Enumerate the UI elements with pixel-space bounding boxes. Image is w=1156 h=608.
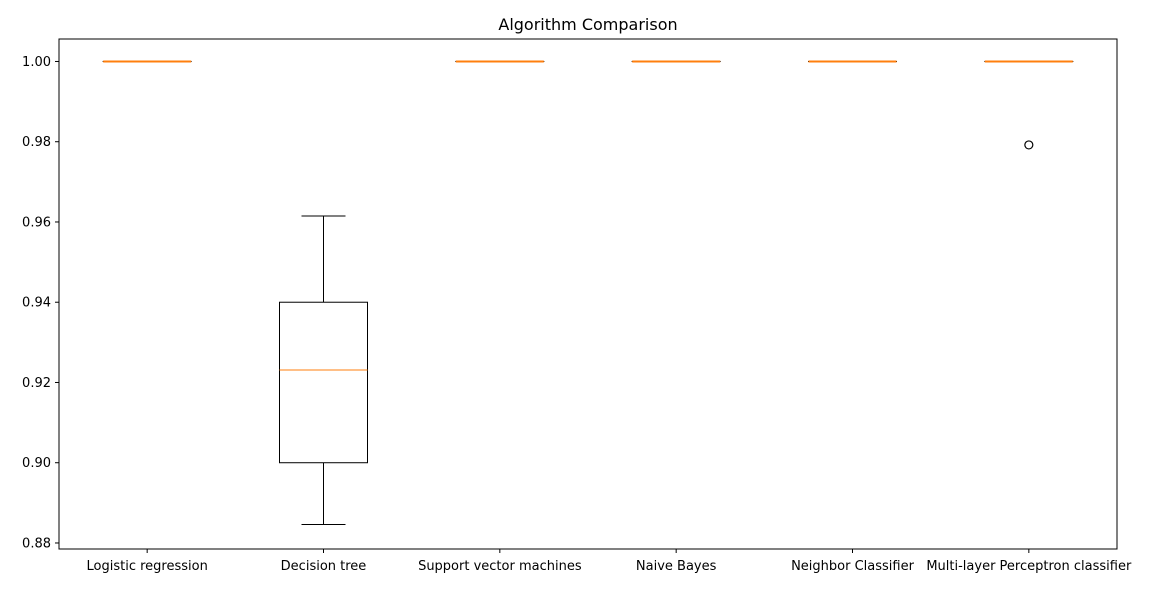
- plot-frame: [58, 38, 1118, 550]
- y-tick-label: 0.88: [22, 536, 51, 551]
- x-tick-label: Neighbor Classifier: [791, 559, 915, 574]
- x-tick-label: Multi-layer Perceptron classifier: [926, 559, 1132, 574]
- x-tick-label: Naive Bayes: [636, 559, 717, 574]
- y-tick-label: 0.98: [22, 135, 51, 150]
- y-tick-label: 0.92: [22, 376, 51, 391]
- marks-layer: [102, 60, 1074, 526]
- x-tick-label: Support vector machines: [418, 559, 582, 574]
- outlier-point: [1024, 140, 1034, 150]
- y-tick-label: 0.96: [22, 215, 51, 230]
- x-axis: Logistic regression Decision tree Support …: [87, 549, 1132, 574]
- box-group: [279, 215, 368, 526]
- y-axis: 0.88 0.90 0.92 0.94 0.96 0.98 1.00: [22, 55, 59, 551]
- y-tick-label: 0.94: [22, 296, 51, 311]
- x-tick-label: Logistic regression: [87, 559, 208, 574]
- y-tick-label: 0.90: [22, 456, 51, 471]
- y-tick-label: 1.00: [22, 55, 51, 70]
- box-body: [279, 301, 368, 464]
- box-group: [984, 60, 1074, 150]
- chart-title: Algorithm Comparison: [498, 15, 677, 34]
- x-tick-label: Decision tree: [281, 559, 367, 574]
